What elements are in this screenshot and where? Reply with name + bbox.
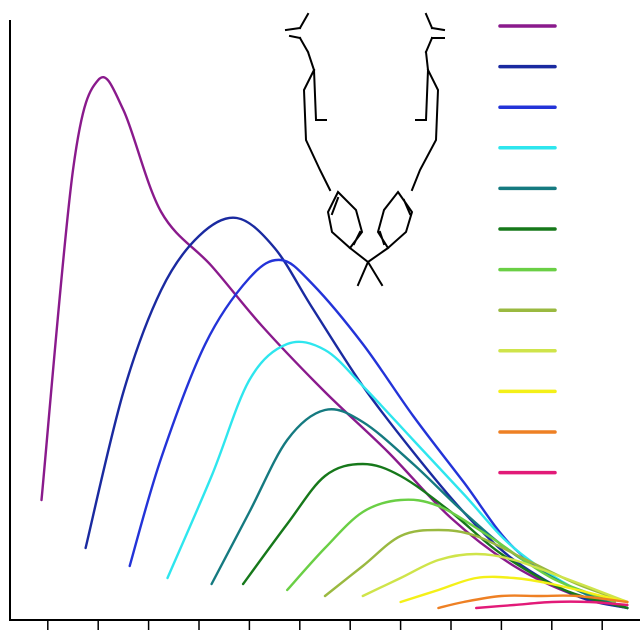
- axes: [9, 20, 640, 621]
- legend: [498, 24, 557, 475]
- molecule-left-ring: [326, 190, 364, 250]
- series-line-10: [399, 575, 629, 604]
- series-line-7: [286, 498, 616, 604]
- molecule-right-ring: [376, 190, 414, 250]
- molecule-center: [348, 246, 390, 287]
- series-curves: [40, 76, 629, 610]
- series-line-11: [437, 594, 629, 610]
- series-line-12: [475, 600, 629, 610]
- series-line-9: [361, 552, 629, 604]
- x-ticks: [47, 620, 603, 630]
- molecule-left-arm: [284, 12, 332, 192]
- series-line-4: [166, 340, 629, 610]
- series-line-2: [84, 216, 629, 610]
- molecule-right-arm: [410, 12, 446, 192]
- molecule-structure: [284, 12, 446, 287]
